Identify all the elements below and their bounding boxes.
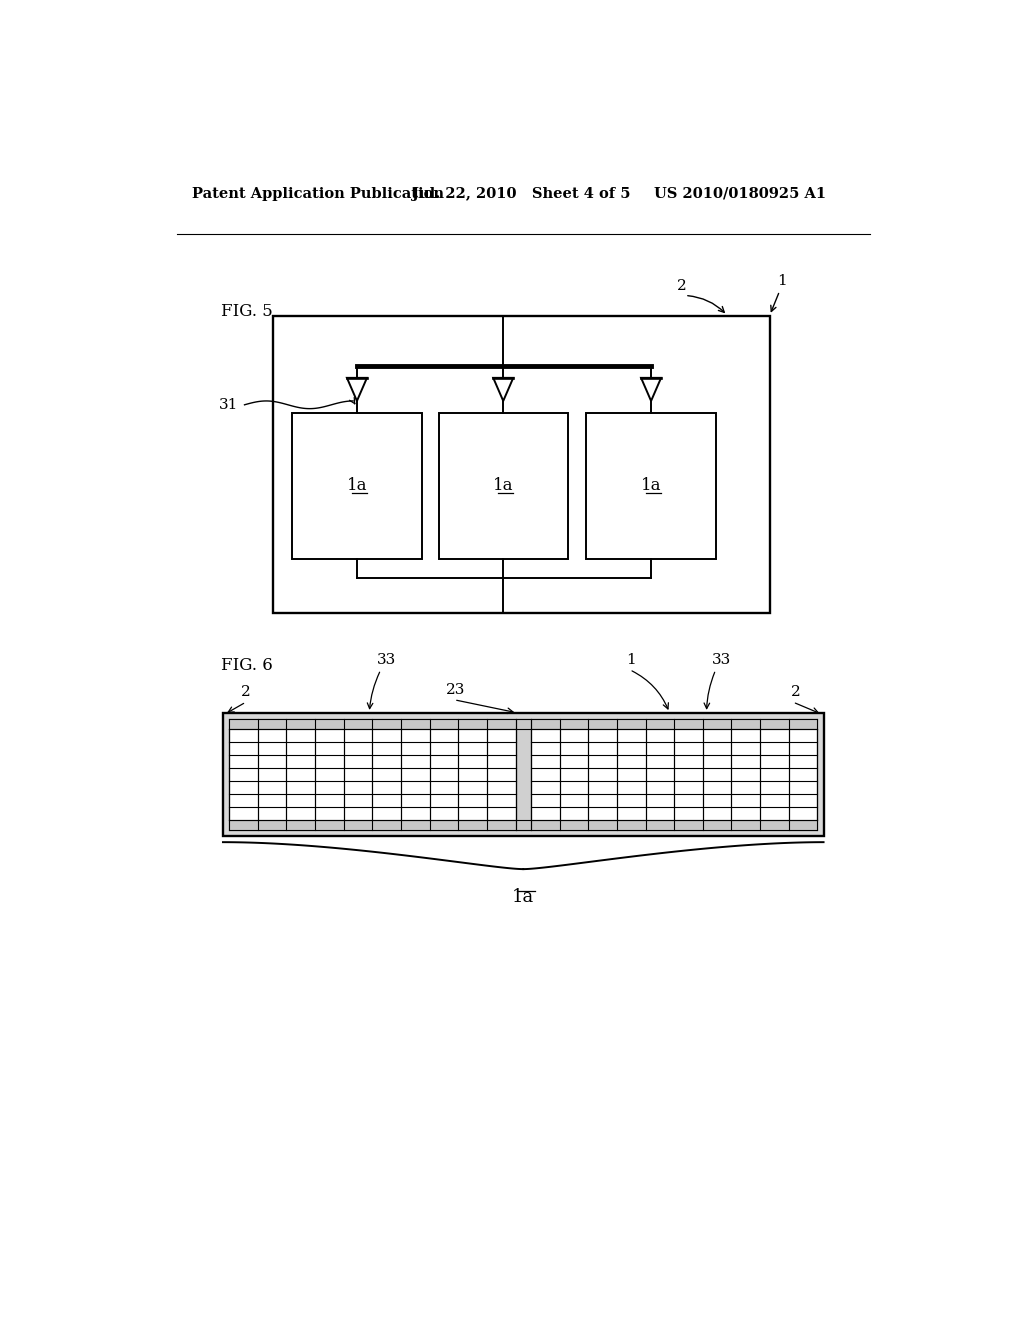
Text: 2: 2 bbox=[241, 685, 251, 700]
Text: 1a: 1a bbox=[512, 888, 535, 907]
Text: Patent Application Publication: Patent Application Publication bbox=[193, 187, 444, 201]
Bar bbox=[273, 317, 770, 612]
Text: 2: 2 bbox=[677, 279, 687, 293]
Text: US 2010/0180925 A1: US 2010/0180925 A1 bbox=[654, 187, 826, 201]
Text: 31: 31 bbox=[219, 397, 239, 412]
Bar bbox=[223, 713, 823, 836]
Bar bbox=[292, 413, 422, 558]
Text: 1a: 1a bbox=[493, 477, 513, 494]
Bar bbox=[515, 719, 531, 830]
Text: Jul. 22, 2010   Sheet 4 of 5: Jul. 22, 2010 Sheet 4 of 5 bbox=[412, 187, 630, 201]
Text: 1: 1 bbox=[626, 652, 636, 667]
Bar bbox=[229, 719, 817, 729]
Text: 23: 23 bbox=[446, 684, 466, 697]
Text: 1: 1 bbox=[777, 273, 787, 288]
Bar bbox=[229, 719, 817, 830]
Text: FIG. 6: FIG. 6 bbox=[221, 657, 273, 675]
Text: 33: 33 bbox=[377, 652, 396, 667]
Text: 33: 33 bbox=[712, 652, 731, 667]
Bar bbox=[229, 820, 817, 830]
Text: 2: 2 bbox=[792, 685, 801, 700]
Text: FIG. 5: FIG. 5 bbox=[221, 304, 273, 321]
Text: 1a: 1a bbox=[347, 477, 368, 494]
Text: 1a: 1a bbox=[641, 477, 662, 494]
Bar bbox=[438, 413, 568, 558]
Bar bbox=[587, 413, 716, 558]
